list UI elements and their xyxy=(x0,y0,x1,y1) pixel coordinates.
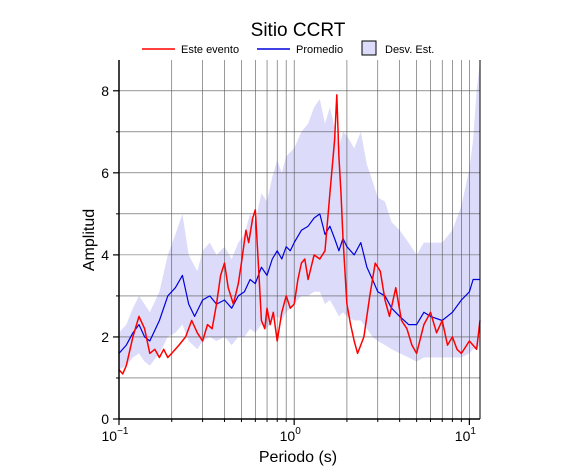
y-tick-label: 0 xyxy=(101,411,109,427)
legend-event-label: Este evento xyxy=(181,44,239,56)
y-tick-label: 2 xyxy=(101,329,109,345)
series-event-line xyxy=(118,94,481,375)
y-tick-label: 6 xyxy=(101,165,109,181)
legend-mean-label: Promedio xyxy=(296,44,343,56)
y-tick-label: 4 xyxy=(101,247,109,263)
y-axis-label: Amplitud xyxy=(81,209,98,271)
chart-title: Sitio CCRT xyxy=(251,20,346,41)
x-tick-label: 10−1 xyxy=(102,426,129,444)
x-tick-label: 101 xyxy=(455,426,477,444)
series-mean-line xyxy=(118,213,480,354)
x-tick-label: 100 xyxy=(280,426,302,444)
legend-std-swatch xyxy=(361,40,377,56)
legend-std-label: Desv. Est. xyxy=(385,44,434,56)
x-axis-label: Periodo (s) xyxy=(259,449,337,466)
y-tick-label: 8 xyxy=(101,83,109,99)
std-band xyxy=(119,62,480,370)
legend: Este evento Promedio Desv. Est. xyxy=(142,40,434,56)
